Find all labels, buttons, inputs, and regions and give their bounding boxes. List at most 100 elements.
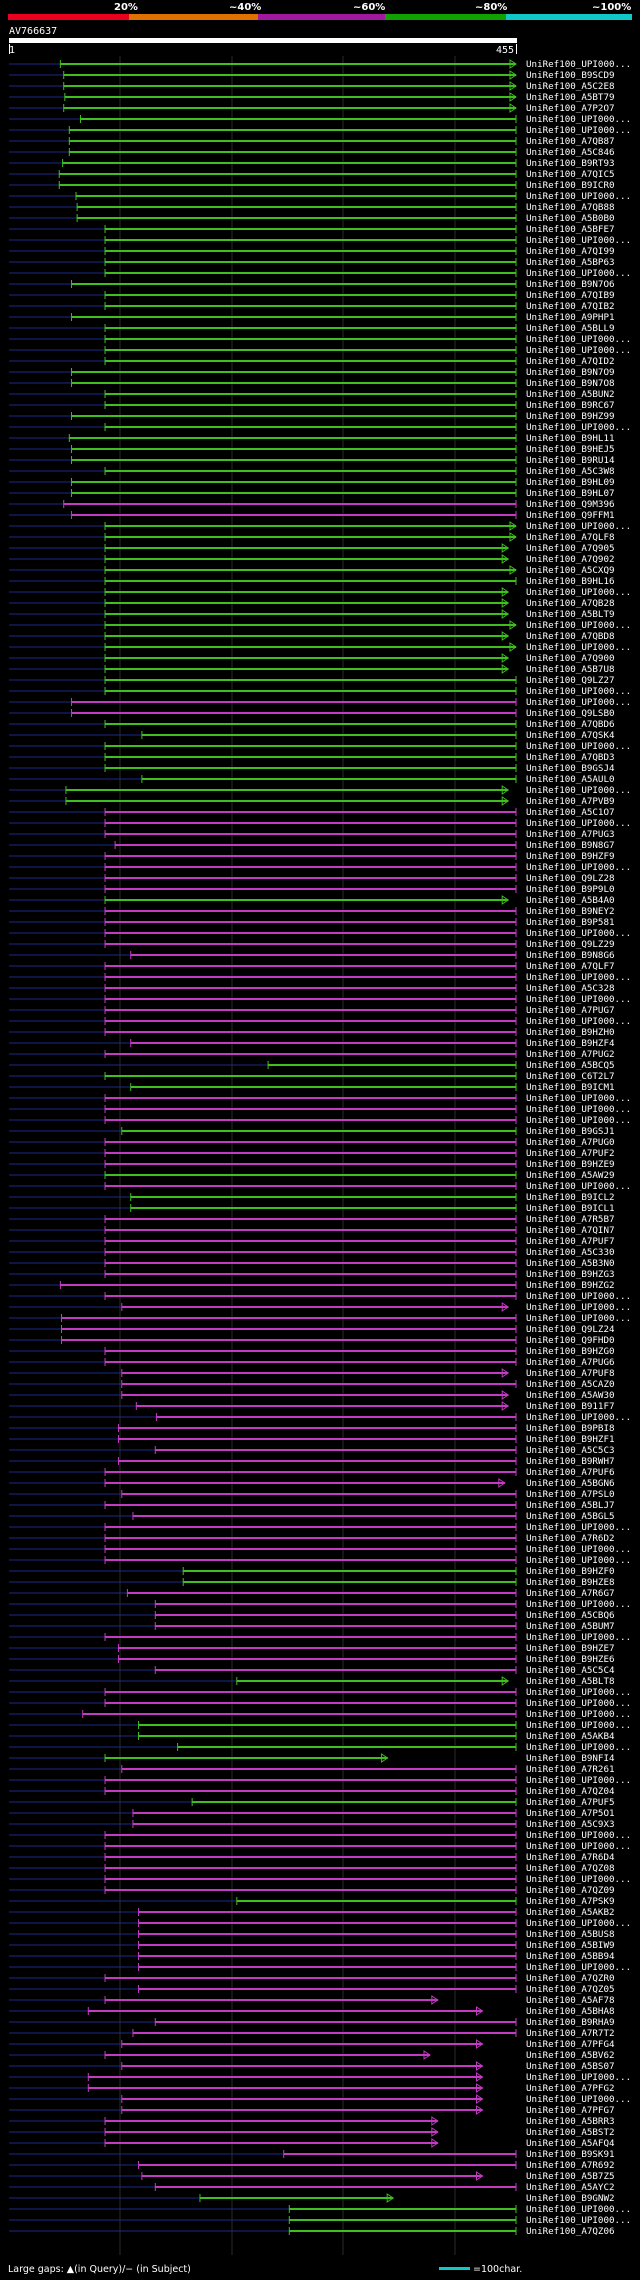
hit-row[interactable]: UniRef100_A7PSK9 [9, 1896, 615, 1907]
hit-row[interactable]: UniRef100_UPI000... [9, 818, 631, 829]
hit-label[interactable]: UniRef100_UPI000... [526, 587, 631, 598]
hit-row[interactable]: UniRef100_A5BCQ5 [9, 1060, 615, 1071]
hit-label[interactable]: UniRef100_UPI000... [526, 334, 631, 345]
hit-label[interactable]: UniRef100_Q9LZ28 [526, 873, 615, 884]
hit-label[interactable]: UniRef100_A5AYC2 [526, 2182, 615, 2193]
hit-label[interactable]: UniRef100_A5BIW9 [526, 1940, 615, 1951]
hit-row[interactable]: UniRef100_A7PUF8 [9, 1368, 615, 1379]
hit-row[interactable]: UniRef100_B9N7O8 [9, 378, 615, 389]
hit-row[interactable]: UniRef100_UPI000... [9, 1302, 631, 1313]
hit-label[interactable]: UniRef100_B9HL09 [526, 477, 615, 488]
hit-row[interactable]: UniRef100_A5AFQ4 [9, 2138, 615, 2149]
hit-row[interactable]: UniRef100_A7QB28 [9, 598, 615, 609]
hit-row[interactable]: UniRef100_A5BUN2 [9, 389, 615, 400]
hit-row[interactable]: UniRef100_A7PFG7 [9, 2105, 615, 2116]
hit-row[interactable]: UniRef100_B9SCD9 [9, 70, 615, 81]
hit-row[interactable]: UniRef100_A7PUG7 [9, 1005, 615, 1016]
hit-label[interactable]: UniRef100_A7QZ06 [526, 2226, 615, 2237]
hit-row[interactable]: UniRef100_B9N8G6 [9, 950, 615, 961]
hit-row[interactable]: UniRef100_A7R7T2 [9, 2028, 615, 2039]
hit-row[interactable]: UniRef100_A7R6D2 [9, 1533, 615, 1544]
hit-label[interactable]: UniRef100_UPI000... [526, 785, 631, 796]
hit-label[interactable]: UniRef100_A7QBD3 [526, 752, 615, 763]
hit-label[interactable]: UniRef100_A5BB94 [526, 1951, 615, 1962]
hit-label[interactable]: UniRef100_UPI000... [526, 1555, 631, 1566]
hit-row[interactable]: UniRef100_A5BS07 [9, 2061, 615, 2072]
hit-label[interactable]: UniRef100_A7PUF6 [526, 1467, 615, 1478]
hit-label[interactable]: UniRef100_A7R6D4 [526, 1852, 615, 1863]
hit-row[interactable]: UniRef100_B9GNW2 [9, 2193, 615, 2204]
hit-row[interactable]: UniRef100_UPI000... [9, 235, 631, 246]
hit-label[interactable]: UniRef100_A7QBD8 [526, 631, 615, 642]
hit-label[interactable]: UniRef100_A5CBQ6 [526, 1610, 615, 1621]
hit-label[interactable]: UniRef100_A7PUF8 [526, 1368, 615, 1379]
hit-row[interactable]: UniRef100_UPI000... [9, 125, 631, 136]
hit-label[interactable]: UniRef100_UPI000... [526, 1104, 631, 1115]
hit-row[interactable]: UniRef100_B9RHA9 [9, 2017, 615, 2028]
hit-row[interactable]: UniRef100_A5AF78 [9, 1995, 615, 2006]
hit-label[interactable]: UniRef100_Q9FFM1 [526, 510, 615, 521]
hit-label[interactable]: UniRef100_A7PUG0 [526, 1137, 615, 1148]
hit-label[interactable]: UniRef100_B9HZG0 [526, 1346, 615, 1357]
hit-row[interactable]: UniRef100_UPI000... [9, 1555, 631, 1566]
hit-row[interactable]: UniRef100_A7QZ09 [9, 1885, 615, 1896]
hit-label[interactable]: UniRef100_B9HL16 [526, 576, 615, 587]
hit-row[interactable]: UniRef100_A7QIB9 [9, 290, 615, 301]
hit-label[interactable]: UniRef100_UPI000... [526, 1720, 631, 1731]
hit-row[interactable]: UniRef100_UPI000... [9, 1775, 631, 1786]
hit-label[interactable]: UniRef100_A5BHA8 [526, 2006, 615, 2017]
hit-label[interactable]: UniRef100_A7QZ05 [526, 1984, 615, 1995]
hit-row[interactable]: UniRef100_A5C5C4 [9, 1665, 615, 1676]
hit-label[interactable]: UniRef100_A5BLL9 [526, 323, 615, 334]
hit-label[interactable]: UniRef100_A7Q902 [526, 554, 615, 565]
hit-label[interactable]: UniRef100_B9GNW2 [526, 2193, 615, 2204]
hit-label[interactable]: UniRef100_A7PFG4 [526, 2039, 615, 2050]
hit-label[interactable]: UniRef100_UPI000... [526, 1841, 631, 1852]
hit-label[interactable]: UniRef100_UPI000... [526, 1181, 631, 1192]
hit-label[interactable]: UniRef100_A5BP63 [526, 257, 615, 268]
hit-row[interactable]: UniRef100_A5AW30 [9, 1390, 615, 1401]
hit-label[interactable]: UniRef100_UPI000... [526, 1632, 631, 1643]
hit-row[interactable]: UniRef100_UPI000... [9, 1544, 631, 1555]
hit-row[interactable]: UniRef100_A7QLF8 [9, 532, 615, 543]
hit-row[interactable]: UniRef100_B9HZG3 [9, 1269, 615, 1280]
hit-label[interactable]: UniRef100_UPI000... [526, 741, 631, 752]
hit-row[interactable]: UniRef100_UPI000... [9, 59, 631, 70]
hit-label[interactable]: UniRef100_B9HZF4 [526, 1038, 615, 1049]
hit-label[interactable]: UniRef100_UPI000... [526, 125, 631, 136]
hit-label[interactable]: UniRef100_UPI000... [526, 191, 631, 202]
hit-row[interactable]: UniRef100_A7QZ08 [9, 1863, 615, 1874]
hit-label[interactable]: UniRef100_A5BUN2 [526, 389, 615, 400]
hit-row[interactable]: UniRef100_UPI000... [9, 1709, 631, 1720]
hit-label[interactable]: UniRef100_A5B0B0 [526, 213, 615, 224]
hit-label[interactable]: UniRef100_A5BLT8 [526, 1676, 615, 1687]
hit-row[interactable]: UniRef100_UPI000... [9, 741, 631, 752]
hit-row[interactable]: UniRef100_A7R692 [9, 2160, 615, 2171]
hit-row[interactable]: UniRef100_B9SK91 [9, 2149, 615, 2160]
hit-label[interactable]: UniRef100_B9ICL1 [526, 1203, 615, 1214]
hit-label[interactable]: UniRef100_B9N7O6 [526, 279, 615, 290]
hit-row[interactable]: UniRef100_A5BGL5 [9, 1511, 615, 1522]
hit-label[interactable]: UniRef100_A5C5C3 [526, 1445, 615, 1456]
hit-label[interactable]: UniRef100_B9GSJ1 [526, 1126, 615, 1137]
hit-label[interactable]: UniRef100_B9HL07 [526, 488, 615, 499]
hit-label[interactable]: UniRef100_UPI000... [526, 345, 631, 356]
hit-row[interactable]: UniRef100_B9HZG2 [9, 1280, 615, 1291]
hit-row[interactable]: UniRef100_A7QLF7 [9, 961, 615, 972]
hit-row[interactable]: UniRef100_UPI000... [9, 2204, 631, 2215]
hit-label[interactable]: UniRef100_B9HZE7 [526, 1643, 615, 1654]
hit-label[interactable]: UniRef100_C6T2L7 [526, 1071, 615, 1082]
hit-row[interactable]: UniRef100_UPI000... [9, 2215, 631, 2226]
hit-label[interactable]: UniRef100_A5CXQ9 [526, 565, 615, 576]
hit-row[interactable]: UniRef100_A5B3N0 [9, 1258, 615, 1269]
hit-row[interactable]: UniRef100_A7PUF5 [9, 1797, 615, 1808]
hit-row[interactable]: UniRef100_A7Q905 [9, 543, 615, 554]
hit-row[interactable]: UniRef100_B9HZF0 [9, 1566, 615, 1577]
hit-row[interactable]: UniRef100_A5BHA8 [9, 2006, 615, 2017]
hit-row[interactable]: UniRef100_UPI000... [9, 1698, 631, 1709]
hit-row[interactable]: UniRef100_A7PFG4 [9, 2039, 615, 2050]
hit-label[interactable]: UniRef100_A5B7U8 [526, 664, 615, 675]
hit-row[interactable]: UniRef100_B9RC67 [9, 400, 615, 411]
hit-row[interactable]: UniRef100_A7QB87 [9, 136, 615, 147]
hit-label[interactable]: UniRef100_UPI000... [526, 1093, 631, 1104]
